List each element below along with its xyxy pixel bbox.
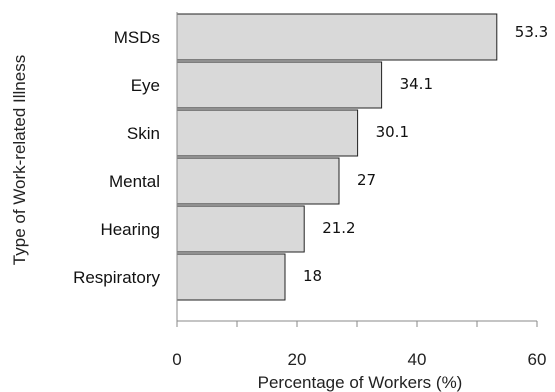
x-axis-title: Percentage of Workers (%) [258,373,463,392]
x-tick-label-40: 40 [408,350,427,369]
category-label-skin: Skin [127,124,160,143]
bar-msds [176,13,498,61]
category-label-msds: MSDs [114,28,160,47]
value-label-skin: 30.1 [376,123,409,141]
x-tick-label-20: 20 [288,350,307,369]
bar-mental [176,157,340,205]
value-label-mental: 27 [357,171,376,189]
category-label-eye: Eye [131,76,160,95]
bar-respiratory [176,253,286,301]
x-tick-label-60: 60 [528,350,547,369]
value-label-msds: 53.3 [515,23,548,41]
value-label-eye: 34.1 [400,75,433,93]
bar-skin [176,109,359,157]
value-label-respiratory: 18 [303,267,322,285]
category-label-mental: Mental [109,172,160,191]
y-axis-title: Type of Work-related Illness [10,55,29,265]
category-label-respiratory: Respiratory [73,268,160,287]
bar-hearing [176,205,305,253]
category-label-hearing: Hearing [100,220,160,239]
bar-eye [176,61,383,109]
value-label-hearing: 21.2 [322,219,355,237]
axes-group: MSDs 53.3 Eye 34.1 Skin 30.1 Mental 27 Hearing 21… [73,12,548,369]
x-tick-label-0: 0 [172,350,181,369]
bars-group [176,13,498,301]
